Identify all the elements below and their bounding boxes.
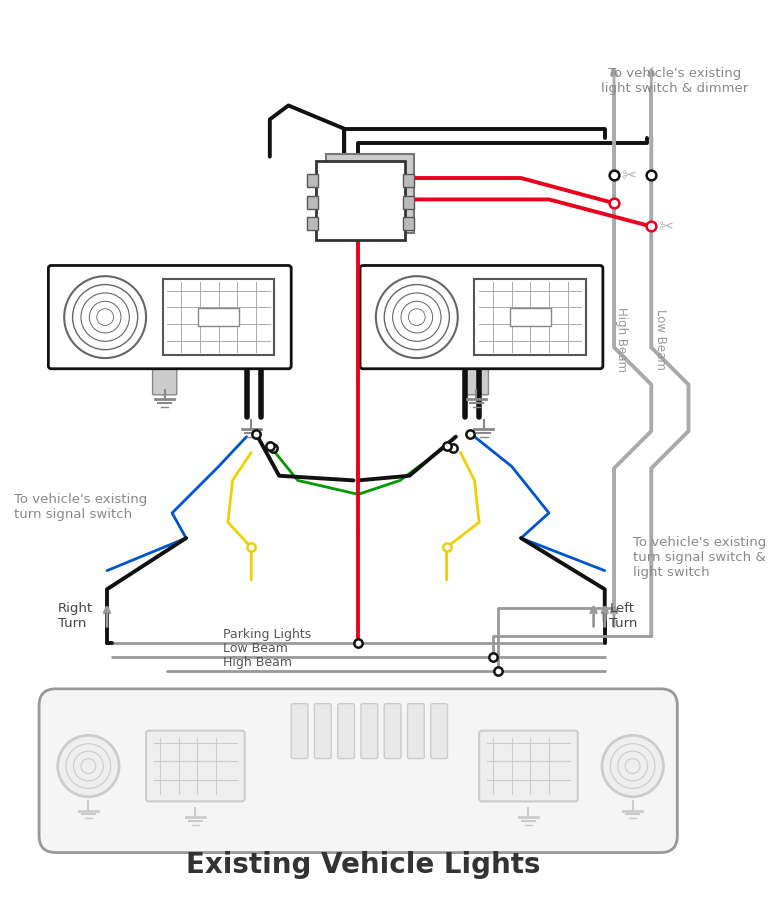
Circle shape: [392, 293, 441, 342]
Bar: [307, 218, 318, 231]
Bar: [325, 154, 414, 233]
Text: Right
Turn: Right Turn: [58, 602, 93, 630]
FancyBboxPatch shape: [464, 366, 488, 395]
Bar: [317, 162, 405, 241]
Circle shape: [409, 310, 425, 326]
Bar: [402, 218, 414, 231]
FancyBboxPatch shape: [360, 267, 603, 369]
FancyBboxPatch shape: [48, 267, 291, 369]
FancyBboxPatch shape: [431, 704, 448, 759]
Text: Low Beam: Low Beam: [223, 641, 288, 654]
FancyBboxPatch shape: [361, 704, 378, 759]
Circle shape: [401, 302, 433, 334]
Bar: [510, 309, 551, 327]
Circle shape: [81, 293, 129, 342]
Text: ✂: ✂: [622, 167, 636, 185]
Bar: [402, 197, 414, 210]
Circle shape: [73, 285, 138, 350]
Circle shape: [97, 310, 114, 326]
Circle shape: [58, 735, 119, 797]
Text: Left
Turn: Left Turn: [609, 602, 638, 630]
Bar: [474, 280, 586, 356]
Bar: [307, 197, 318, 210]
Bar: [402, 176, 414, 188]
FancyBboxPatch shape: [291, 704, 308, 759]
FancyBboxPatch shape: [146, 731, 245, 801]
Text: High Beam: High Beam: [223, 655, 292, 669]
Text: ✂: ✂: [659, 218, 674, 236]
Bar: [163, 280, 275, 356]
Text: Existing Vehicle Lights: Existing Vehicle Lights: [186, 850, 540, 878]
FancyBboxPatch shape: [407, 704, 424, 759]
FancyBboxPatch shape: [385, 704, 401, 759]
Circle shape: [385, 285, 449, 350]
Text: To vehicle's existing
light switch & dimmer: To vehicle's existing light switch & dim…: [601, 67, 748, 96]
FancyBboxPatch shape: [39, 689, 677, 853]
Text: Low Beam: Low Beam: [654, 308, 667, 369]
Bar: [307, 176, 318, 188]
Bar: [198, 309, 239, 327]
FancyBboxPatch shape: [153, 366, 177, 395]
Circle shape: [90, 302, 121, 334]
Circle shape: [602, 735, 663, 797]
Text: To vehicle's existing
turn signal switch: To vehicle's existing turn signal switch: [14, 492, 147, 520]
Text: Parking Lights: Parking Lights: [223, 628, 311, 641]
Circle shape: [376, 277, 458, 358]
FancyBboxPatch shape: [338, 704, 354, 759]
FancyBboxPatch shape: [479, 731, 578, 801]
Circle shape: [64, 277, 146, 358]
Text: High Beam: High Beam: [615, 306, 628, 371]
FancyBboxPatch shape: [314, 704, 332, 759]
Text: To vehicle's existing
turn signal switch &
light switch: To vehicle's existing turn signal switch…: [633, 536, 766, 579]
